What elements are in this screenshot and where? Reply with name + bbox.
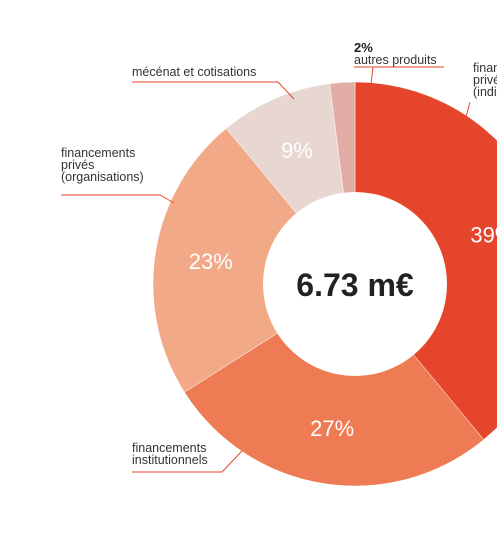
slice-3-label-line: privés bbox=[61, 158, 94, 172]
slice-4-percent-label: 9% bbox=[281, 138, 313, 163]
slice-2 bbox=[184, 283, 485, 487]
slice-5-percent-label: 2% bbox=[354, 40, 373, 55]
slice-2-category-label: financements institutionnels bbox=[132, 441, 208, 467]
slice-2-label-line: financements bbox=[132, 441, 206, 455]
slice-4-leader-line bbox=[132, 81, 295, 100]
donut-hole bbox=[263, 192, 447, 376]
slice-2-leader-line bbox=[132, 450, 243, 473]
slice-2-label-line: institutionnels bbox=[132, 453, 208, 467]
slice-3 bbox=[152, 128, 356, 393]
slice-1-leader-line bbox=[465, 101, 471, 118]
slice-2-percent-label: 27% bbox=[310, 416, 354, 441]
slices-group bbox=[152, 81, 497, 487]
leader-lines-group bbox=[61, 66, 471, 473]
percent-labels-group: 39% 27% 23% 9% bbox=[189, 138, 497, 441]
slice-3-label-line: financements bbox=[61, 146, 135, 160]
slice-1-label-line: privés bbox=[473, 73, 497, 87]
center-total-label: 6.73 m€ bbox=[296, 267, 414, 303]
slice-1-percent-label: 39% bbox=[470, 223, 497, 248]
slice-1-label-line: (individus) bbox=[473, 85, 497, 99]
slice-3-percent-label: 23% bbox=[189, 249, 233, 274]
slice-4-label-line: mécénat et cotisations bbox=[132, 65, 256, 79]
slice-3-label-line: (organisations) bbox=[61, 170, 144, 184]
category-labels-group: financementsprivés(individus)financement… bbox=[61, 40, 497, 467]
slice-1-label-line: financements bbox=[473, 61, 497, 75]
slice-5-label-line: autres produits bbox=[354, 53, 437, 67]
slice-3-category-label: financements privés (organisations) bbox=[61, 146, 144, 184]
slice-4-category-label: mécénat et cotisations bbox=[132, 65, 256, 79]
slice-3-leader-line bbox=[61, 194, 175, 204]
slice-5-category-label: 2% autres produits bbox=[354, 40, 437, 67]
slice-5-leader-line bbox=[354, 66, 444, 85]
